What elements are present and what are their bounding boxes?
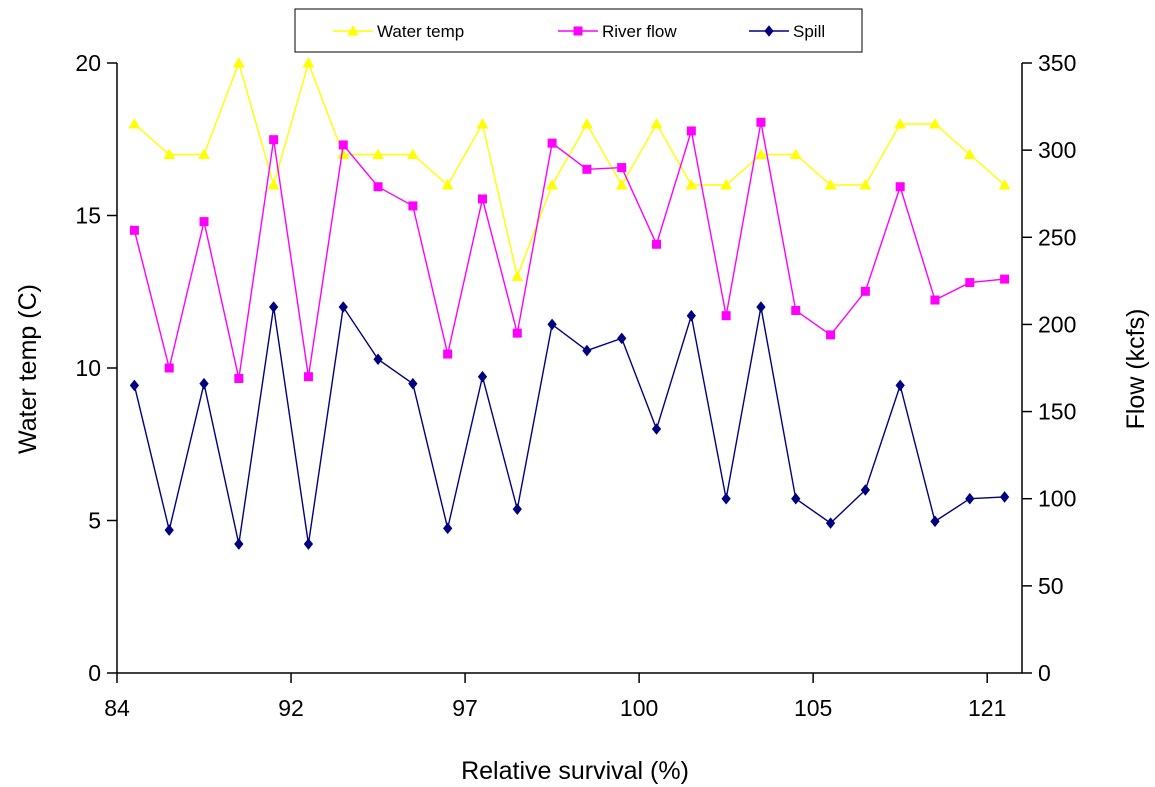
- data-point-spill: [931, 516, 939, 526]
- data-point-spill: [618, 333, 626, 343]
- data-point-river-flow: [444, 350, 452, 358]
- data-point-water-temp: [234, 58, 244, 67]
- data-point-river-flow: [827, 331, 835, 339]
- data-point-water-temp: [582, 119, 592, 128]
- data-point-river-flow: [513, 329, 521, 337]
- legend-marker-river-flow: [574, 27, 582, 35]
- data-point-river-flow: [896, 183, 904, 191]
- data-point-spill: [722, 494, 730, 504]
- y2-tick-label: 100: [1038, 486, 1076, 512]
- data-point-spill: [165, 525, 173, 535]
- data-point-spill: [966, 494, 974, 504]
- data-point-spill: [478, 372, 486, 382]
- legend-label-river-flow: River flow: [602, 22, 677, 41]
- x-tick-label: 92: [278, 695, 304, 721]
- data-point-spill: [757, 302, 765, 312]
- data-point-spill: [304, 539, 312, 549]
- data-point-river-flow: [409, 202, 417, 210]
- data-point-river-flow: [235, 374, 243, 382]
- data-point-river-flow: [130, 226, 138, 234]
- y-tick-label: 0: [88, 660, 101, 686]
- data-point-water-temp: [303, 58, 313, 67]
- data-point-spill: [792, 494, 800, 504]
- data-point-river-flow: [757, 118, 765, 126]
- data-point-river-flow: [270, 136, 278, 144]
- data-point-river-flow: [374, 183, 382, 191]
- series-line-river-flow: [134, 122, 1004, 378]
- data-point-water-temp: [477, 119, 487, 128]
- data-point-river-flow: [548, 139, 556, 147]
- data-point-spill: [548, 319, 556, 329]
- y2-axis-title: Flow (kcfs): [1122, 309, 1150, 430]
- data-point-river-flow: [200, 218, 208, 226]
- data-point-river-flow: [478, 195, 486, 203]
- y2-tick-label: 150: [1038, 399, 1076, 425]
- x-tick-label: 100: [620, 695, 658, 721]
- data-point-spill: [444, 523, 452, 533]
- y-tick-label: 5: [88, 508, 101, 534]
- data-point-river-flow: [792, 306, 800, 314]
- series-line-water-temp: [134, 63, 1004, 277]
- data-point-spill: [513, 504, 521, 514]
- x-axis-title: Relative survival (%): [461, 757, 689, 785]
- legend: Water temp River flow Spill: [295, 9, 862, 52]
- series-layer: [129, 58, 1009, 549]
- data-point-water-temp: [547, 180, 557, 189]
- data-point-river-flow: [687, 127, 695, 135]
- data-point-spill: [409, 379, 417, 389]
- x-tick-label: 105: [794, 695, 832, 721]
- data-point-river-flow: [304, 373, 312, 381]
- y2-tick-label: 0: [1038, 660, 1051, 686]
- data-point-river-flow: [618, 164, 626, 172]
- data-point-spill: [583, 346, 591, 356]
- legend-label-spill: Spill: [793, 22, 825, 41]
- data-point-water-temp: [652, 119, 662, 128]
- data-point-spill: [653, 424, 661, 434]
- data-point-river-flow: [653, 240, 661, 248]
- data-point-water-temp: [269, 180, 279, 189]
- legend-label-water-temp: Water temp: [377, 22, 464, 41]
- data-point-spill: [130, 380, 138, 390]
- data-point-spill: [896, 380, 904, 390]
- data-point-river-flow: [1001, 275, 1009, 283]
- y2-tick-label: 250: [1038, 224, 1076, 250]
- data-point-river-flow: [339, 141, 347, 149]
- data-point-river-flow: [861, 287, 869, 295]
- data-point-spill: [235, 539, 243, 549]
- data-point-river-flow: [165, 364, 173, 372]
- data-point-spill: [1001, 492, 1009, 502]
- data-point-spill: [270, 302, 278, 312]
- y2-tick-label: 50: [1038, 573, 1064, 599]
- y-axis-title: Water temp (C): [14, 284, 42, 454]
- data-point-water-temp: [617, 180, 627, 189]
- data-point-water-temp: [512, 272, 522, 281]
- x-tick-label: 84: [104, 695, 130, 721]
- x-tick-label: 97: [452, 695, 478, 721]
- data-point-water-temp: [129, 119, 139, 128]
- x-tick-label: 121: [968, 695, 1006, 721]
- data-point-spill: [200, 379, 208, 389]
- y-tick-label: 10: [75, 355, 101, 381]
- y2-tick-label: 200: [1038, 311, 1076, 337]
- data-point-river-flow: [722, 312, 730, 320]
- data-point-spill: [687, 311, 695, 321]
- y-tick-label: 15: [75, 203, 101, 229]
- data-point-river-flow: [931, 296, 939, 304]
- data-point-river-flow: [966, 279, 974, 287]
- y-tick-label: 20: [75, 50, 101, 76]
- series-line-spill: [134, 307, 1004, 544]
- data-point-river-flow: [583, 165, 591, 173]
- y2-tick-label: 350: [1038, 50, 1076, 76]
- y2-tick-label: 300: [1038, 137, 1076, 163]
